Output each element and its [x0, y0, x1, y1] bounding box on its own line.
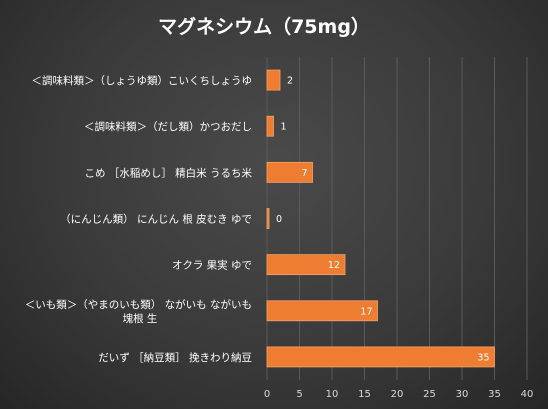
category-label: （にんじん類） にんじん 根 皮むき ゆで [60, 213, 252, 226]
category-label: ＜調味料類＞（しょうゆ類）こいくちしょうゆ [32, 74, 253, 87]
x-tick-label: 25 [423, 389, 436, 400]
category-label: だいず ［納豆類］ 挽きわり納豆 [98, 351, 252, 364]
data-label: 7 [301, 168, 307, 179]
x-tick-label: 30 [456, 389, 469, 400]
bar [266, 161, 313, 183]
x-tick-label: 10 [326, 389, 339, 400]
category-labels: ＜調味料類＞（しょうゆ類）こいくちしょうゆ ＜調味料類＞（だし類）かつおだしこめ … [25, 74, 253, 364]
x-tick-label: 0 [264, 389, 270, 400]
category-label: ＜調味料類＞（だし類）かつおだし [84, 120, 252, 133]
x-tick-label: 15 [358, 389, 371, 400]
bar [266, 69, 281, 91]
x-tick-label: 35 [488, 389, 501, 400]
x-axis-ticks: 0 5 10 15 20 25 30 35 40 [264, 389, 534, 400]
category-label: 塊根 生 [123, 312, 158, 325]
bar [266, 115, 274, 137]
data-label: 17 [360, 306, 372, 317]
category-label: ＜いも類＞（やまのいも類） ながいも ながいも [25, 298, 252, 311]
data-label: 35 [477, 352, 489, 363]
chart-title: マグネシウム（75mg） [158, 15, 370, 38]
category-label: こめ ［水稲めし］ 精白米 うるち米 [84, 166, 252, 179]
bar [266, 346, 495, 368]
data-label: 2 [287, 76, 293, 87]
bar [266, 254, 346, 276]
data-label: 1 [281, 122, 287, 133]
x-tick-label: 5 [296, 389, 302, 400]
data-label: 12 [328, 260, 340, 271]
bar [266, 208, 270, 229]
x-tick-label: 20 [391, 389, 404, 400]
category-label: オクラ 果実 ゆで [172, 259, 252, 272]
data-label: 0 [276, 214, 282, 225]
x-tick-label: 40 [521, 389, 534, 400]
bar [266, 300, 378, 322]
grid-lines [266, 57, 528, 380]
